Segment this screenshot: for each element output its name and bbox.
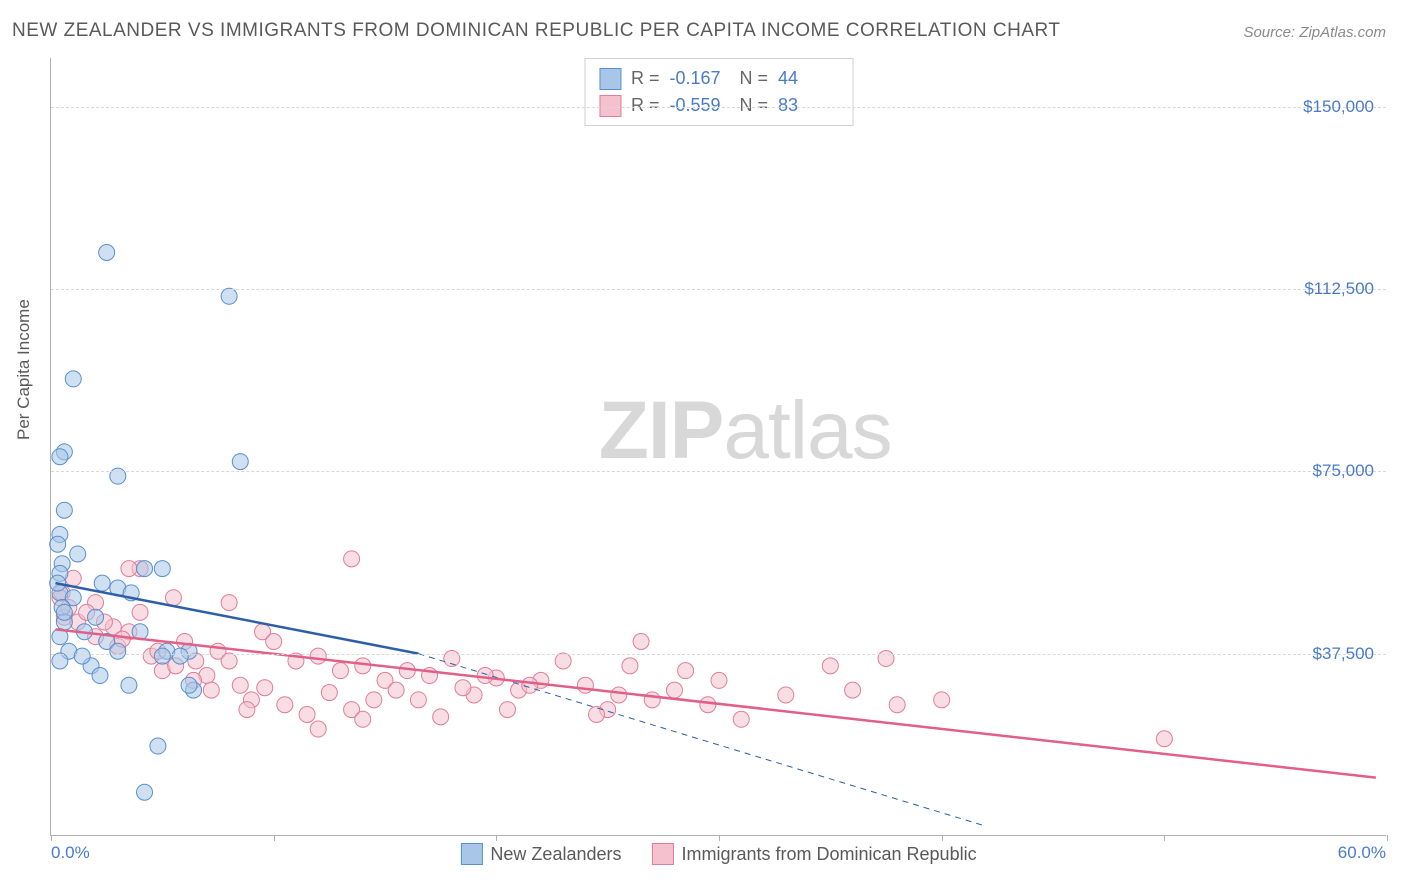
gridline (51, 471, 1386, 472)
x-axis-min: 0.0% (51, 843, 90, 863)
x-tick (942, 835, 943, 841)
gridline (51, 289, 1386, 290)
legend-label-dr: Immigrants from Dominican Republic (681, 844, 976, 865)
x-axis-max: 60.0% (1338, 843, 1386, 863)
y-tick-label: $37,500 (1313, 644, 1374, 664)
plot-area: ZIPatlas R =-0.167 N =44 R =-0.559 N =83… (50, 58, 1386, 836)
y-tick-label: $75,000 (1313, 461, 1374, 481)
gridline (51, 107, 1386, 108)
x-tick (719, 835, 720, 841)
legend-item-dr: Immigrants from Dominican Republic (651, 843, 976, 865)
x-tick (1387, 835, 1388, 841)
x-tick (274, 835, 275, 841)
x-tick (1164, 835, 1165, 841)
series-legend: New Zealanders Immigrants from Dominican… (460, 843, 976, 865)
legend-item-nz: New Zealanders (460, 843, 621, 865)
x-tick (51, 835, 52, 841)
source-label: Source: ZipAtlas.com (1243, 24, 1386, 41)
y-tick-label: $150,000 (1303, 97, 1374, 117)
legend-label-nz: New Zealanders (490, 844, 621, 865)
gridline (51, 654, 1386, 655)
scatter-svg (51, 58, 1386, 835)
y-tick-label: $112,500 (1304, 279, 1374, 299)
y-axis-label: Per Capita Income (14, 299, 34, 440)
swatch-dr-bottom (651, 843, 673, 865)
x-tick (496, 835, 497, 841)
chart-title: NEW ZEALANDER VS IMMIGRANTS FROM DOMINIC… (12, 20, 1061, 42)
swatch-nz-bottom (460, 843, 482, 865)
